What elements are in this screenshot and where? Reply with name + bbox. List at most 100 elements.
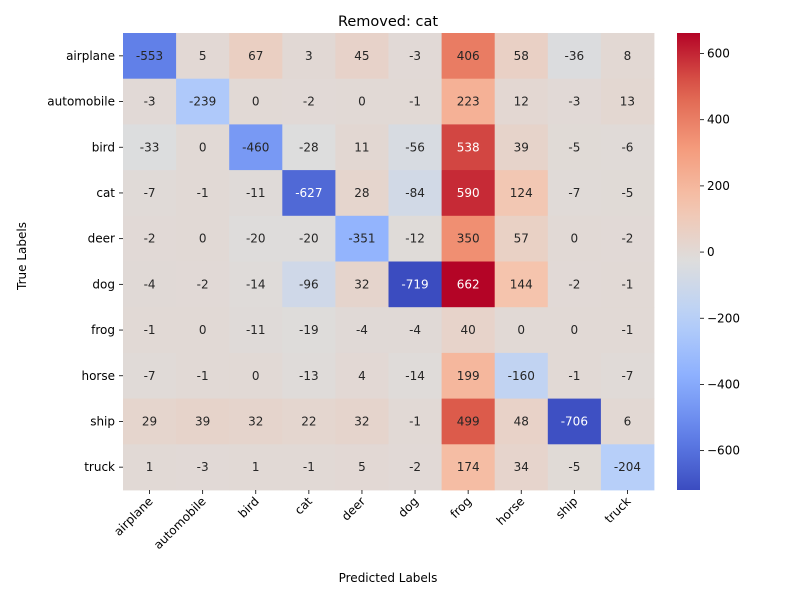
heatmap-cell (282, 215, 336, 262)
cell-value-label: 0 (252, 369, 260, 383)
heatmap-cell (123, 444, 177, 491)
colorbar-tick-label: 0 (707, 245, 715, 259)
heatmap-cell (388, 307, 442, 354)
cell-value-label: -5 (621, 186, 633, 200)
colorbar-tick-label: −200 (707, 311, 740, 325)
heatmap-cell (123, 307, 177, 354)
cell-value-label: -12 (405, 232, 425, 246)
x-tick-label: horse (494, 494, 528, 528)
heatmap-cell (335, 307, 389, 354)
colorbar-tick-label: −600 (707, 444, 740, 458)
heatmap-cell (282, 124, 336, 171)
heatmap-cell (494, 170, 549, 217)
heatmap-cell (600, 170, 655, 217)
heatmap-cell (547, 307, 602, 354)
heatmap-cell (282, 398, 336, 445)
cell-value-label: 11 (354, 140, 369, 154)
heatmap-cell (441, 352, 496, 399)
cell-value-label: -1 (197, 369, 209, 383)
cell-value-label: 0 (358, 95, 366, 109)
cell-value-label: -553 (136, 49, 163, 63)
heatmap-cell (600, 215, 655, 262)
y-axis-label: True Labels (15, 222, 29, 291)
heatmap-cell (335, 33, 389, 80)
heatmap-cell (123, 170, 177, 217)
cell-value-label: 0 (199, 323, 207, 337)
colorbar-tick-label: 200 (707, 179, 730, 193)
cell-value-label: 144 (510, 277, 533, 291)
heatmap-cell (600, 261, 655, 308)
x-tick-label: ship (553, 494, 580, 521)
heatmap-cell (600, 307, 655, 354)
cell-value-label: -1 (303, 460, 315, 474)
heatmap-cell (494, 215, 549, 262)
x-tick-label: deer (339, 494, 368, 523)
cell-value-label: -460 (242, 140, 269, 154)
cell-value-label: 32 (354, 414, 369, 428)
heatmap-cell (494, 352, 549, 399)
heatmap-cell (388, 215, 442, 262)
heatmap-cell (123, 215, 177, 262)
cell-value-label: -4 (356, 323, 368, 337)
cell-value-label: -351 (348, 232, 375, 246)
cell-value-label: 13 (620, 95, 635, 109)
heatmap-cell (335, 444, 389, 491)
heatmap-cell (229, 170, 283, 217)
heatmap-cell (229, 307, 283, 354)
cell-value-label: -7 (144, 186, 156, 200)
cell-value-label: 45 (354, 49, 369, 63)
x-tick-label: bird (235, 494, 261, 520)
heatmap-cell (176, 444, 230, 491)
heatmap-cell (282, 78, 336, 125)
heatmap-cell (176, 170, 230, 217)
cell-value-label: -56 (405, 140, 425, 154)
cell-value-label: -2 (303, 95, 315, 109)
cell-value-label: -20 (246, 232, 266, 246)
cell-value-label: -7 (568, 186, 580, 200)
y-tick-label: airplane (66, 49, 115, 63)
heatmap-cell (547, 78, 602, 125)
heatmap-cell (388, 352, 442, 399)
cell-value-label: 350 (457, 232, 480, 246)
heatmap-cell (388, 124, 442, 171)
heatmap-cell (388, 444, 442, 491)
heatmap-cell (229, 215, 283, 262)
heatmap-cell (441, 33, 496, 80)
cell-value-label: 57 (514, 232, 529, 246)
y-tick-label: truck (84, 460, 115, 474)
y-tick-label: horse (81, 369, 115, 383)
heatmap-cell (494, 398, 549, 445)
cell-value-label: 1 (146, 460, 154, 474)
heatmap-cell (123, 261, 177, 308)
cell-value-label: -3 (409, 49, 421, 63)
cell-value-label: -2 (409, 460, 421, 474)
cell-value-label: 538 (457, 140, 480, 154)
y-tick-label: dog (92, 277, 115, 291)
heatmap-cell (229, 261, 283, 308)
cell-value-label: 34 (514, 460, 529, 474)
heatmap-cell (282, 444, 336, 491)
cell-value-label: -160 (508, 369, 535, 383)
heatmap-cell (494, 33, 549, 80)
x-tick-label: dog (395, 494, 421, 520)
heatmap-cell (441, 170, 496, 217)
cell-value-label: -1 (144, 323, 156, 337)
cell-value-label: -1 (409, 414, 421, 428)
heatmap-cell (335, 170, 389, 217)
heatmap-cell (547, 261, 602, 308)
cell-value-label: 48 (514, 414, 529, 428)
cell-value-label: -14 (405, 369, 425, 383)
cell-value-label: -204 (614, 460, 641, 474)
cell-value-label: 5 (358, 460, 366, 474)
cell-value-label: 29 (142, 414, 157, 428)
heatmap-cell (494, 307, 549, 354)
cell-value-label: 0 (252, 95, 260, 109)
cell-value-label: -13 (299, 369, 319, 383)
y-tick-label: frog (91, 323, 115, 337)
cell-value-label: -719 (401, 277, 428, 291)
heatmap-cell (176, 307, 230, 354)
heatmap-cell (176, 215, 230, 262)
cell-value-label: 406 (457, 49, 480, 63)
heatmap-cell (229, 444, 283, 491)
